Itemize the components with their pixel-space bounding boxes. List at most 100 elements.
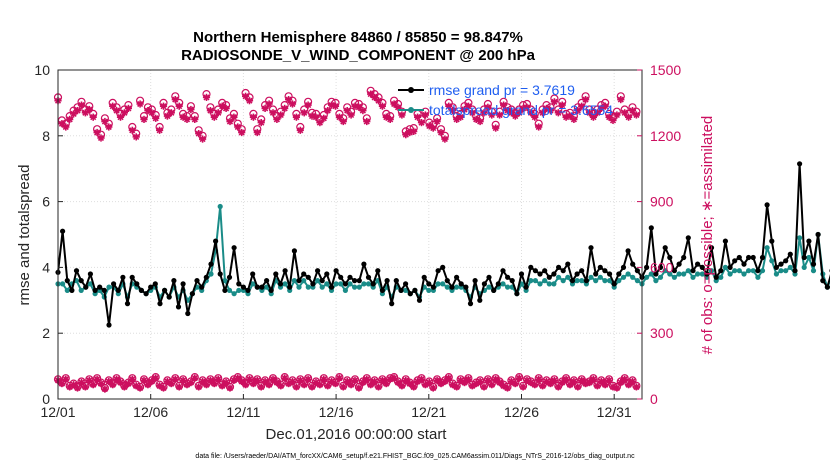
star-stroke [531,114,538,121]
star-stroke [238,129,245,136]
obs_assimilated_lower-marker [574,383,582,391]
star-stroke [570,116,577,123]
rmse-point [291,248,297,254]
totalspread-point [440,281,446,287]
rmse-point [435,268,441,274]
legend-rmse-marker [408,87,414,93]
obs_assimilated_lower-marker [292,383,300,391]
star-stroke [508,378,515,385]
obs_assimilated_upper-marker [570,115,578,123]
totalspread-point [542,278,548,284]
obs_assimilated_upper-marker [249,113,257,121]
obs_assimilated_upper-marker [449,107,457,115]
totalspread-point [347,281,353,287]
star-stroke [191,375,198,382]
star-stroke [582,96,589,103]
totalspread-point [708,268,715,274]
rmse-point [625,248,631,254]
obs_assimilated_upper-marker [515,109,523,117]
obs_assimilated_upper-marker [265,100,273,108]
totalspread-point [454,284,460,290]
totalspread-point [296,284,302,290]
totalspread-point [810,268,817,274]
rmse-point [240,284,246,290]
star-stroke [148,109,155,116]
rmse-point [523,284,529,290]
star-stroke [301,109,308,116]
totalspread-point [797,235,803,241]
star-stroke [238,378,245,385]
obs_assimilated_upper-marker [124,104,132,112]
star-stroke [543,105,550,112]
rmse-point [657,264,664,270]
totalspread-point [87,281,93,287]
rmse-line [57,162,830,326]
obs_assimilated_upper-marker [140,115,148,123]
totalspread-point [630,274,636,280]
y2-tick-label: 0 [650,391,658,407]
star-stroke [215,376,222,383]
star-stroke [578,103,585,110]
rmse-point [365,274,372,280]
obs_assimilated_upper-marker [222,104,230,112]
obs_assimilated_upper-marker [136,100,144,108]
obs_assimilated_lower-marker [202,381,211,389]
obs_assimilated_upper-marker [191,115,199,123]
star-stroke [262,378,269,385]
rmse-point [667,254,673,261]
obs_assimilated_upper-marker [77,101,86,109]
star-stroke [398,111,406,119]
star-stroke [410,383,417,391]
obs_assimilated_upper-marker [148,109,156,117]
star-stroke [140,377,148,384]
star-stroke [551,377,558,384]
obs_assimilated_upper-marker [617,96,625,104]
obs_assimilated_upper-marker [613,111,621,119]
rmse-point [203,274,209,280]
rmse-point [546,274,552,280]
totalspread-point [537,281,543,287]
star-stroke [500,382,507,389]
totalspread-point [565,274,571,280]
obs_assimilated_lower-marker [371,377,379,386]
star-stroke [602,103,609,110]
totalspread-point [60,281,66,287]
star-stroke [430,384,437,392]
star-stroke [191,116,198,123]
totalspread-point [732,268,738,274]
obs_assimilated_lower-marker [304,375,312,383]
rmse-point [319,278,325,284]
obs_assimilated_lower-marker [316,381,324,389]
rmse-point [611,281,617,287]
star-stroke [113,376,120,383]
rmse-point [305,274,311,280]
star-stroke [183,116,191,123]
rmse-point [111,281,117,287]
star-stroke [195,130,202,137]
rmse-point [440,264,446,270]
star-stroke [590,376,597,383]
star-stroke [336,375,343,382]
totalspread-point [208,271,214,277]
totalspread-point [338,281,344,287]
star-stroke [265,381,273,388]
obs_assimilated_upper-marker [70,110,78,118]
rmse-point [820,278,826,284]
totalspread-point [106,284,112,290]
star-stroke [176,383,183,391]
obs_assimilated_upper-marker [531,113,539,121]
star-stroke [414,114,421,121]
obs_assimilated_lower-marker [81,383,89,391]
star-stroke [535,376,542,383]
obs_assimilated_upper-marker [347,111,355,119]
y-tick-label: 6 [42,194,50,210]
star-stroke [97,380,105,387]
rmse-point [259,284,265,290]
rmse-point [690,268,696,274]
rmse-point [495,281,501,287]
star-stroke [179,377,187,384]
plot-frame [57,69,643,400]
rmse-point [426,281,432,287]
obs_assimilated_lower-marker [531,381,539,389]
obs_assimilated_upper-marker [132,133,140,141]
